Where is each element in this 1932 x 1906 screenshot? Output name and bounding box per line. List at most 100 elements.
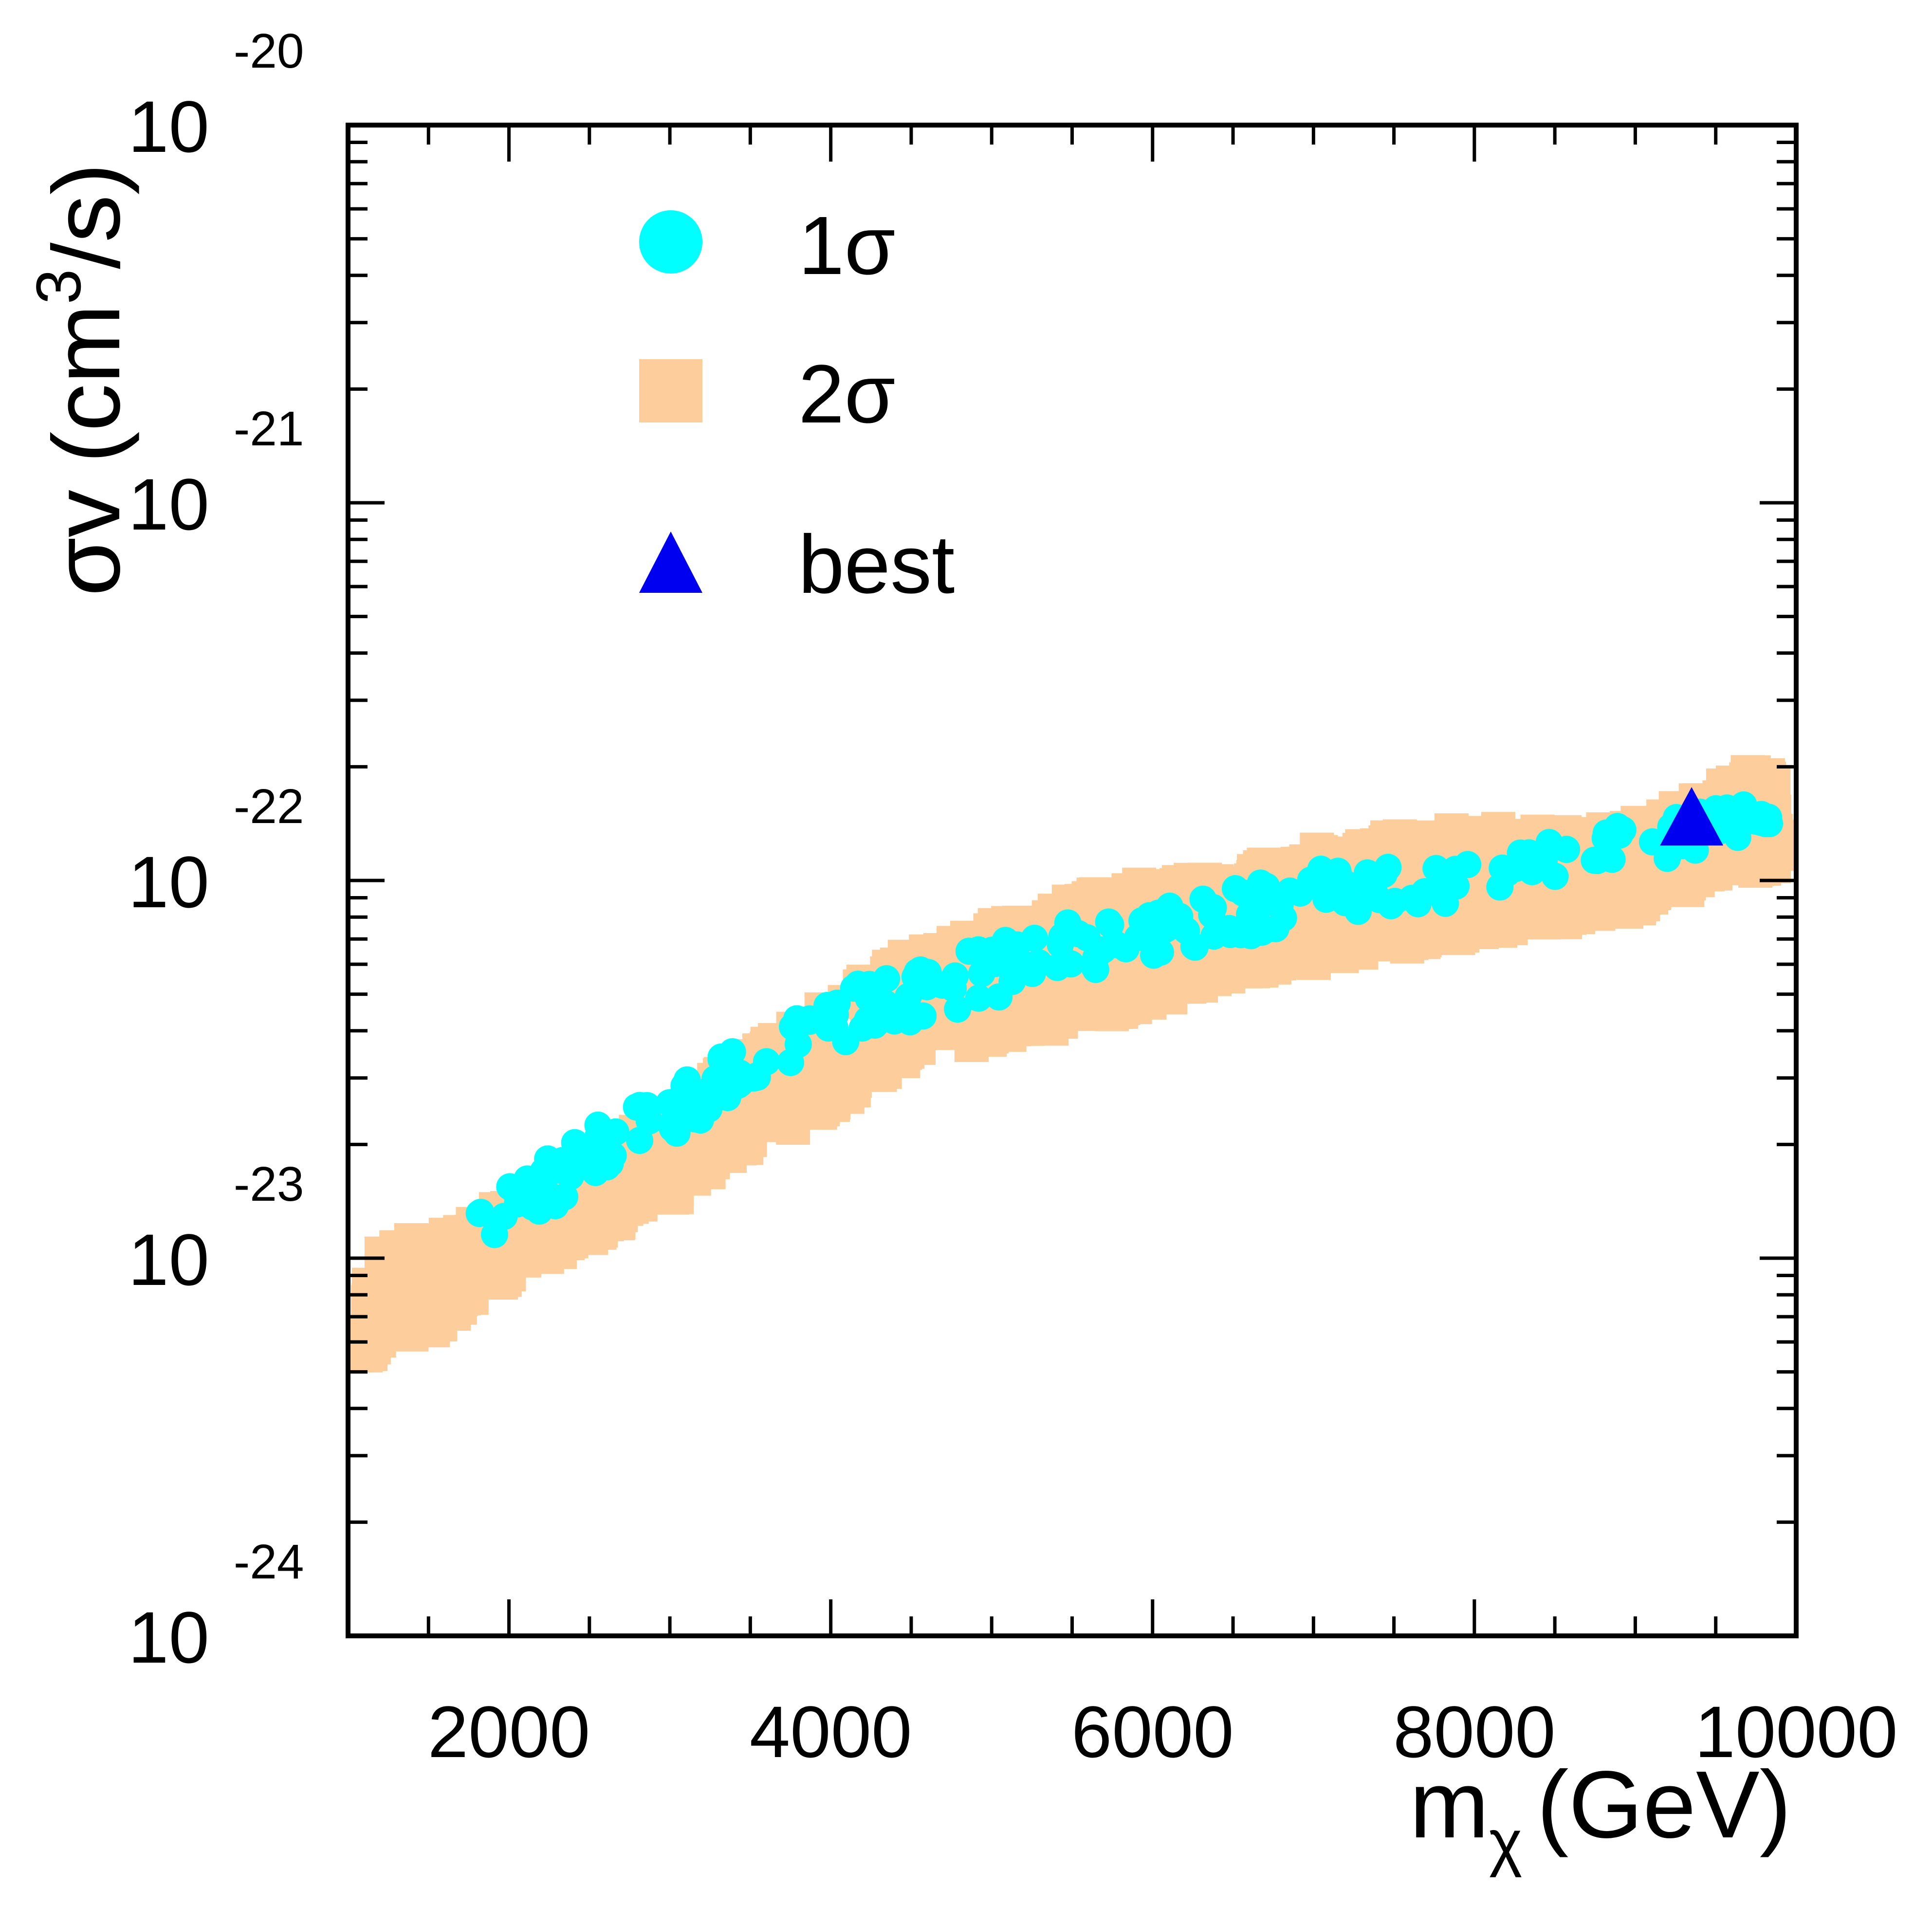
one-sigma-point — [1324, 858, 1352, 885]
y-tick-label-exponent: -20 — [234, 24, 304, 78]
one-sigma-point — [1354, 859, 1381, 887]
two-sigma-point — [750, 1097, 784, 1132]
one-sigma-point — [896, 1008, 924, 1036]
two-sigma-point — [1068, 983, 1103, 1017]
two-sigma-point — [523, 1238, 558, 1273]
legend-marker-one-sigma — [639, 210, 702, 274]
one-sigma-point — [783, 1005, 810, 1033]
two-sigma-point — [1718, 848, 1753, 882]
two-sigma-point — [709, 1130, 743, 1164]
y-tick-label-exponent: -22 — [234, 779, 304, 834]
y-tick-label-base: 10 — [128, 86, 209, 167]
one-sigma-point — [593, 1153, 621, 1181]
one-sigma-point — [584, 1111, 612, 1139]
y-tick-label-exponent: -21 — [234, 402, 304, 456]
one-sigma-point — [1025, 949, 1053, 977]
y-tick-label-base: 10 — [128, 1596, 209, 1678]
best-fit-point — [1660, 787, 1724, 846]
two-sigma-point — [1012, 1002, 1046, 1036]
one-sigma-point — [623, 1093, 650, 1121]
one-sigma-point — [968, 960, 995, 988]
one-sigma-point — [1021, 924, 1049, 952]
one-sigma-point — [964, 936, 992, 964]
legend-label-best: best — [798, 518, 955, 611]
two-sigma-point — [1211, 959, 1246, 994]
one-sigma-point — [1112, 935, 1140, 963]
one-sigma-point — [984, 938, 1012, 966]
x-axis-title: mχ (GeV) — [1410, 1751, 1791, 1878]
two-sigma-point — [437, 1287, 472, 1321]
x-tick-label: 2000 — [428, 1691, 590, 1773]
one-sigma-point — [1198, 901, 1226, 929]
x-tick-label: 6000 — [1071, 1691, 1234, 1773]
best-fit-points — [1660, 787, 1724, 846]
legend: 1σ 2σ best — [639, 200, 955, 611]
axis-ticks — [348, 123, 1796, 1638]
one-sigma-point — [1054, 909, 1082, 937]
one-sigma-point — [1553, 836, 1581, 863]
one-sigma-point — [846, 973, 874, 1001]
y-tick-labels: 10 -20 10 -21 10 -22 10 -23 10 -24 — [128, 24, 304, 1678]
x-axis-title-unit: (GeV) — [1537, 1751, 1791, 1858]
one-sigma-point — [1606, 821, 1634, 849]
y-tick-label-exponent: -23 — [234, 1157, 304, 1211]
one-sigma-point — [965, 984, 993, 1012]
x-axis-title-sub: χ — [1489, 1807, 1522, 1878]
one-sigma-point — [777, 1048, 805, 1076]
one-sigma-point — [681, 1091, 709, 1119]
one-sigma-point — [1441, 856, 1469, 883]
one-sigma-point — [1702, 795, 1730, 823]
y-tick-label-base: 10 — [128, 463, 209, 545]
x-axis-title-main: m — [1410, 1751, 1489, 1858]
y-axis-title-main: σv (cm — [33, 304, 140, 596]
one-sigma-point — [1583, 847, 1611, 875]
two-sigma-point — [367, 1264, 402, 1298]
one-sigma-point — [534, 1145, 562, 1173]
y-tick-label-base: 10 — [128, 841, 209, 923]
x-tick-label: 8000 — [1393, 1691, 1556, 1773]
one-sigma-point — [1229, 879, 1257, 907]
one-sigma-point — [1494, 858, 1522, 886]
one-sigma-point — [534, 1179, 561, 1207]
two-sigma-point — [1262, 946, 1297, 981]
one-sigma-point — [718, 1038, 746, 1066]
one-sigma-point — [1140, 926, 1167, 954]
one-sigma-point — [1331, 889, 1359, 916]
one-sigma-point — [873, 965, 901, 992]
two-sigma-point — [660, 1172, 694, 1206]
legend-marker-best — [639, 531, 702, 593]
legend-marker-two-sigma — [639, 359, 702, 422]
one-sigma-point — [1297, 866, 1325, 894]
one-sigma-point — [718, 1066, 745, 1094]
two-sigma-point — [961, 1015, 995, 1050]
y-axis-title-tail: /s) — [33, 163, 140, 269]
one-sigma-point — [1057, 950, 1085, 978]
one-sigma-point — [1180, 933, 1208, 960]
two-sigma-point — [1423, 824, 1458, 858]
one-sigma-point — [509, 1181, 536, 1209]
two-sigma-point — [384, 1300, 419, 1335]
one-sigma-point — [941, 962, 969, 990]
one-sigma-point — [1730, 791, 1757, 819]
one-sigma-point — [1638, 828, 1666, 856]
one-sigma-point — [467, 1198, 495, 1226]
one-sigma-point — [1082, 955, 1109, 983]
two-sigma-point — [1462, 905, 1497, 939]
two-sigma-point — [1368, 927, 1402, 962]
x-tick-label: 4000 — [750, 1691, 912, 1773]
one-sigma-point — [1276, 877, 1304, 905]
one-sigma-point — [1381, 887, 1409, 915]
one-sigma-point — [816, 1008, 844, 1036]
one-sigma-point — [854, 1006, 882, 1034]
two-sigma-point — [1576, 888, 1610, 923]
one-sigma-point — [907, 956, 935, 984]
x-tick-labels: 2000 4000 6000 8000 10000 — [428, 1691, 1898, 1773]
y-tick-label-base: 10 — [128, 1219, 209, 1301]
one-sigma-point — [570, 1143, 597, 1171]
one-sigma-point — [1374, 854, 1402, 881]
one-sigma-point — [1097, 911, 1124, 938]
one-sigma-point — [1159, 906, 1187, 934]
one-sigma-point — [1200, 922, 1228, 950]
y-axis-title: σv (cm3/s) — [23, 163, 140, 596]
